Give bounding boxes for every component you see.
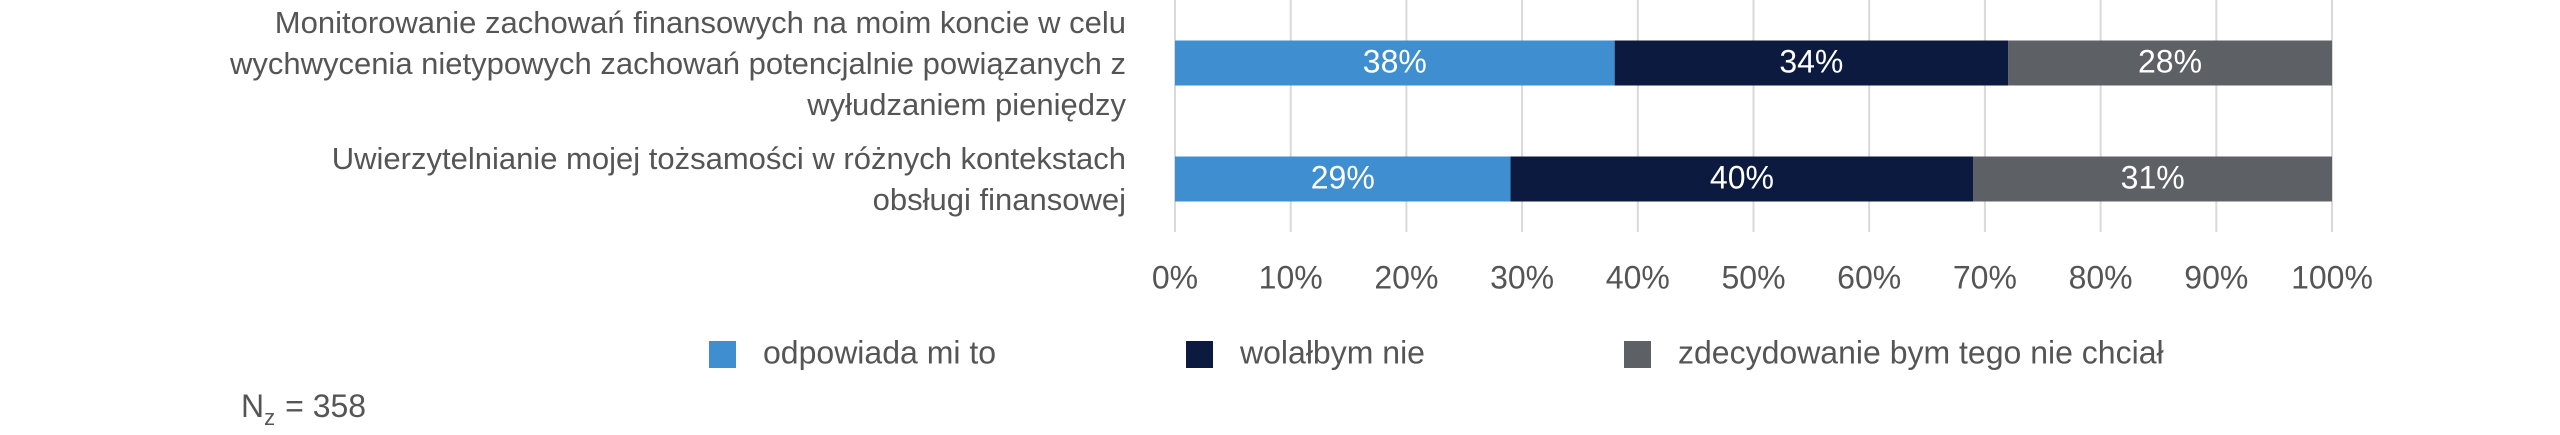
x-tick-label: 50% — [1721, 259, 1785, 295]
x-tick-label: 80% — [2069, 259, 2133, 295]
value-label: 34% — [1779, 43, 1843, 79]
bar-segment — [1175, 156, 1511, 202]
note: Nz = 358 — [241, 388, 366, 429]
value-label: 31% — [2121, 159, 2185, 195]
legend-swatch — [1186, 341, 1213, 368]
legend-label: wolałbym nie — [1239, 334, 1425, 370]
x-tick-label: 20% — [1374, 259, 1438, 295]
note-symbol: N — [241, 388, 264, 424]
note-text: = 358 — [285, 388, 366, 424]
x-tick-label: 60% — [1837, 259, 1901, 295]
legend-swatch — [709, 341, 736, 368]
note-subscript: z — [264, 405, 275, 430]
bar-segment — [1973, 156, 2332, 202]
legend-label: odpowiada mi to — [763, 334, 996, 370]
legend-swatch — [1624, 341, 1651, 368]
value-label: 29% — [1311, 159, 1375, 195]
value-label: 40% — [1710, 159, 1774, 195]
bar-segment — [1175, 40, 1615, 86]
value-label: 28% — [2138, 43, 2202, 79]
value-label: 38% — [1363, 43, 1427, 79]
x-tick-label: 70% — [1953, 259, 2017, 295]
legend-label: zdecydowanie bym tego nie chciał — [1678, 334, 2164, 370]
bar-segment — [1614, 40, 2009, 86]
x-tick-label: 10% — [1259, 259, 1323, 295]
category-label: Monitorowanie zachowań finansowych na mo… — [229, 4, 1126, 122]
x-tick-label: 0% — [1152, 259, 1198, 295]
category-label: Uwierzytelnianie mojej tożsamości w różn… — [331, 141, 1126, 217]
x-tick-label: 30% — [1490, 259, 1554, 295]
bar-segment — [1510, 156, 1974, 202]
x-tick-label: 40% — [1606, 259, 1670, 295]
bar-segment — [2008, 40, 2332, 86]
x-tick-label: 100% — [2291, 259, 2373, 295]
x-tick-label: 90% — [2184, 259, 2248, 295]
